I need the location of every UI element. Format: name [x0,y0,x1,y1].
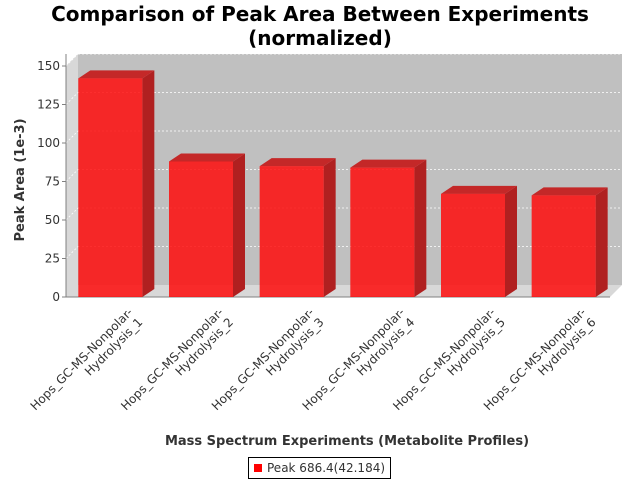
bar-top [169,153,245,162]
bar [78,70,155,297]
gridline-side [65,92,79,105]
bar-side [595,187,608,297]
bar-top [350,159,427,168]
bar-side [414,159,427,297]
chart-title-line2: (normalized) [248,26,392,50]
gridline-side [65,53,79,67]
y-axis-label: Peak Area (1e-3) [13,118,28,241]
bar-front [441,193,505,297]
axes [62,54,610,298]
bar-front-shade [441,193,505,297]
bar-top [259,158,336,167]
bar [531,187,608,297]
bar [259,158,336,297]
y-tick-label: 75 [45,175,60,189]
legend-swatch [254,464,262,472]
bar-front-shade [350,167,415,297]
bar-top [78,70,155,79]
bar-top [441,185,517,194]
bar-side [323,158,336,297]
y-tick-label: 25 [45,252,60,266]
chart-title: Comparison of Peak Area Between Experime… [0,2,640,50]
bar-front [259,166,324,297]
x-tick-label-line: Hops_GC-MS-Nonpolar- [28,305,136,413]
legend-label: Peak 686.4(42.184) [267,461,386,475]
chart-title-line1: Comparison of Peak Area Between Experime… [51,2,589,26]
y-tick-label: 50 [45,213,60,227]
gridline-side [65,130,79,144]
gridline-side [65,246,79,259]
y-tick-label: 150 [37,59,60,73]
bar-side [505,185,517,297]
bar [350,159,427,297]
bar-front-shade [78,78,143,297]
bar-front [169,161,233,297]
y-tick-label: 0 [52,290,60,304]
bar-front [78,78,143,297]
bar-side [233,153,245,297]
gridline-side [65,169,79,182]
bar [441,185,517,297]
bar-front-shade [259,166,324,297]
bar-front-shade [169,161,233,297]
bar-front [350,167,415,297]
bar-side [142,70,155,297]
gridline-side [65,207,79,221]
y-tick-label: 125 [37,98,60,112]
bar-front [531,195,596,297]
bars [78,70,608,297]
y-tick-label: 100 [37,136,60,150]
gridlines [65,53,622,259]
bar-top [531,187,608,196]
bar [169,153,245,297]
bar-front-shade [531,195,596,297]
legend: Peak 686.4(42.184) [248,457,392,479]
x-axis-label: Mass Spectrum Experiments (Metabolite Pr… [165,434,529,449]
